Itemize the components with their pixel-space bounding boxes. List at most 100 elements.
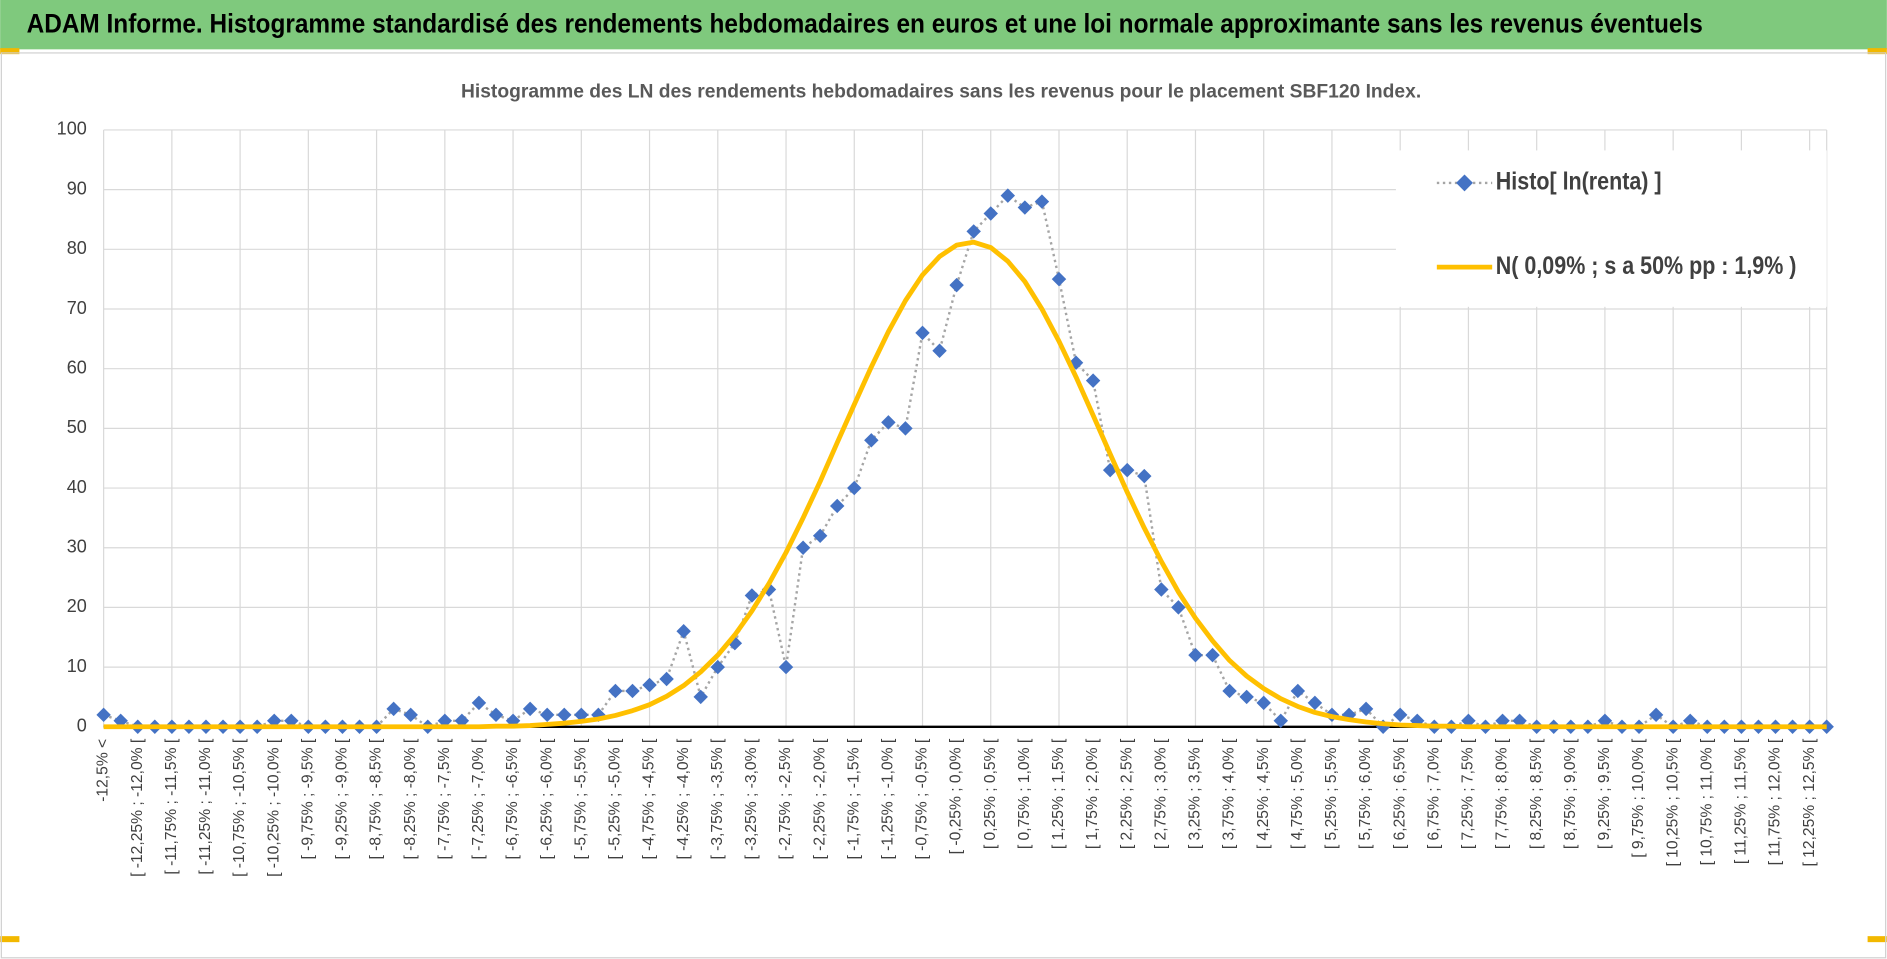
x-tick-label: [ 3,25% ; 3,5% [ bbox=[1187, 738, 1204, 849]
data-point bbox=[983, 206, 998, 221]
x-tick-label: -12,5% < bbox=[95, 739, 112, 802]
x-tick-label: [ -2,25% ; -2,0% [ bbox=[811, 738, 828, 859]
x-tick-label: [ -9,75% ; -9,5% [ bbox=[299, 738, 316, 859]
x-tick-label: [ 9,75% ; 10,0% [ bbox=[1630, 738, 1647, 858]
data-point bbox=[1307, 695, 1323, 711]
data-point bbox=[915, 325, 930, 341]
data-point bbox=[608, 683, 623, 699]
header-bar bbox=[0, 0, 1887, 50]
x-tick-label: [ 11,25% ; 11,5% [ bbox=[1733, 738, 1750, 864]
corner-mark bbox=[0, 936, 20, 943]
x-tick-label: [ -8,75% ; -8,5% [ bbox=[368, 738, 385, 859]
y-tick-label: 90 bbox=[67, 178, 87, 198]
data-point bbox=[744, 588, 760, 603]
data-point bbox=[676, 624, 691, 639]
data-point bbox=[96, 707, 111, 723]
corner-mark bbox=[0, 48, 20, 55]
data-point bbox=[1154, 582, 1169, 597]
x-tick-label: [ -3,75% ; -3,5% [ bbox=[709, 738, 726, 859]
data-point bbox=[1034, 194, 1050, 209]
x-tick-label: [ 5,75% ; 6,0% [ bbox=[1357, 738, 1374, 849]
chart-border bbox=[0, 52, 1887, 959]
data-point bbox=[488, 707, 504, 723]
data-point bbox=[642, 677, 657, 693]
x-tick-label: [ -0,25% ; 0,0% [ bbox=[948, 738, 965, 854]
x-tick-label: [ 8,25% ; 8,5% [ bbox=[1528, 738, 1545, 849]
x-tick-label: [ 2,75% ; 3,0% [ bbox=[1152, 738, 1169, 849]
y-tick-label: 70 bbox=[67, 298, 87, 318]
x-tick-label: [ -6,75% ; -6,5% [ bbox=[504, 738, 521, 859]
x-tick-label: [ -1,75% ; -1,5% [ bbox=[845, 738, 862, 859]
data-point bbox=[1273, 713, 1288, 729]
y-tick-label: 0 bbox=[77, 716, 87, 736]
x-tick-label: [ -10,25% ; -10,0% [ bbox=[265, 738, 282, 877]
legend-box bbox=[1395, 150, 1827, 307]
data-point bbox=[539, 707, 555, 723]
x-tick-label: [ 9,25% ; 9,5% [ bbox=[1596, 738, 1613, 849]
data-point bbox=[1137, 468, 1152, 484]
x-tick-label: [ 1,25% ; 1,5% [ bbox=[1050, 738, 1067, 849]
data-point bbox=[659, 671, 674, 687]
page-title: ADAM Informe. Histogramme standardisé de… bbox=[27, 8, 1703, 38]
data-point bbox=[847, 480, 862, 496]
x-tick-label: [ -11,75% ; -11,5% [ bbox=[163, 738, 180, 874]
data-point bbox=[710, 659, 726, 675]
x-tick-label: [ -4,25% ; -4,0% [ bbox=[675, 738, 692, 859]
x-tick-label: [ 10,25% ; 10,5% [ bbox=[1664, 738, 1681, 866]
data-point bbox=[693, 689, 708, 705]
data-point bbox=[812, 528, 828, 544]
x-tick-label: [ -7,25% ; -7,0% [ bbox=[470, 738, 487, 859]
x-tick-label: [ -0,75% ; -0,5% [ bbox=[914, 738, 931, 859]
data-point bbox=[1188, 647, 1203, 663]
data-point bbox=[557, 707, 572, 723]
x-tick-label: [ 6,25% ; 6,5% [ bbox=[1391, 738, 1408, 849]
x-tick-label: [ 7,25% ; 7,5% [ bbox=[1460, 738, 1477, 849]
data-point bbox=[1239, 689, 1254, 705]
x-tick-label: [ 4,25% ; 4,5% [ bbox=[1255, 738, 1272, 849]
x-tick-label: [ 3,75% ; 4,0% [ bbox=[1221, 738, 1238, 849]
series-line bbox=[103, 239, 1827, 730]
x-tick-label: [ -9,25% ; -9,0% [ bbox=[334, 738, 351, 859]
y-tick-label: 10 bbox=[67, 656, 87, 676]
x-tick-label: [ 5,25% ; 5,5% [ bbox=[1323, 738, 1340, 849]
x-tick-label: [ -5,25% ; -5,0% [ bbox=[607, 738, 624, 859]
x-tick-label: [ 1,75% ; 2,0% [ bbox=[1084, 738, 1101, 849]
chart-title: Histogramme des LN des rendements hebdom… bbox=[461, 82, 1421, 103]
x-tick-label: [ 10,75% ; 11,0% [ bbox=[1698, 738, 1715, 865]
x-tick-label: [ -11,25% ; -11,0% [ bbox=[197, 738, 214, 874]
data-point bbox=[625, 683, 640, 699]
x-tick-label: [ 7,75% ; 8,0% [ bbox=[1494, 738, 1511, 849]
data-point bbox=[522, 701, 538, 717]
x-tick-label: [ -1,25% ; -1,0% [ bbox=[880, 738, 897, 859]
x-tick-label: [ -6,25% ; -6,0% [ bbox=[538, 738, 555, 859]
x-tick-label: [ 6,75% ; 7,0% [ bbox=[1425, 738, 1442, 849]
data-point bbox=[949, 277, 964, 293]
data-point bbox=[1051, 271, 1067, 287]
y-tick-label: 30 bbox=[67, 536, 87, 556]
y-tick-label: 100 bbox=[57, 119, 87, 139]
data-point bbox=[1205, 647, 1220, 663]
x-tick-label: [ 2,25% ; 2,5% [ bbox=[1118, 738, 1135, 849]
data-point bbox=[898, 421, 913, 436]
data-point bbox=[1000, 188, 1016, 203]
x-tick-label: [ 4,75% ; 5,0% [ bbox=[1289, 738, 1306, 849]
x-tick-label: [ 0,75% ; 1,0% [ bbox=[1016, 738, 1033, 849]
x-tick-label: [ 0,25% ; 0,5% [ bbox=[982, 738, 999, 849]
data-point bbox=[795, 540, 811, 555]
x-tick-label: [ 11,75% ; 12,0% [ bbox=[1767, 738, 1784, 865]
data-point bbox=[778, 659, 794, 675]
x-tick-label: [ -3,25% ; -3,0% [ bbox=[743, 738, 760, 859]
legend-label: N( 0,09% ; s a 50% pp : 1,9% ) bbox=[1496, 251, 1797, 279]
x-tick-label: [ -10,75% ; -10,5% [ bbox=[231, 738, 248, 877]
y-tick-label: 80 bbox=[67, 238, 87, 258]
x-tick-label: [ -4,75% ; -4,5% [ bbox=[641, 738, 658, 859]
y-tick-label: 50 bbox=[67, 417, 87, 437]
data-point bbox=[1290, 683, 1306, 699]
data-point bbox=[1358, 701, 1374, 717]
data-point bbox=[829, 498, 845, 514]
legend-marker bbox=[1456, 174, 1473, 192]
data-point bbox=[966, 224, 981, 239]
x-tick-label: [ 8,75% ; 9,0% [ bbox=[1562, 738, 1579, 849]
data-point bbox=[932, 343, 947, 358]
corner-mark bbox=[1867, 936, 1887, 943]
